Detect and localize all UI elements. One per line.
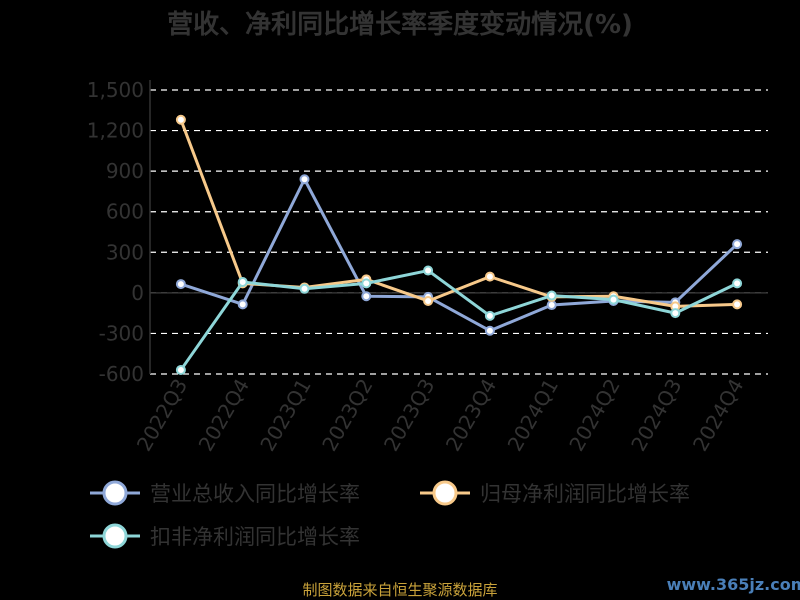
- data-point: [608, 294, 619, 305]
- legend-item[interactable]: 归母净利润同比增长率: [420, 480, 690, 506]
- x-tick-label: 2023Q3: [379, 374, 439, 455]
- series-line: [179, 119, 738, 308]
- y-tick-label: -300: [99, 321, 144, 345]
- y-tick-label: -600: [99, 362, 144, 386]
- x-tick-label: 2022Q3: [132, 375, 192, 456]
- footer-source: 制图数据来自恒生聚源数据库: [302, 581, 497, 599]
- x-tick-label: 2024Q4: [688, 375, 748, 456]
- data-point: [237, 299, 248, 310]
- legend-label: 扣非净利润同比增长率: [150, 525, 360, 549]
- data-point: [546, 300, 557, 311]
- legend-label: 归母净利润同比增长率: [480, 482, 690, 506]
- data-point: [175, 364, 186, 375]
- legend-item[interactable]: 营业总收入同比增长率: [90, 480, 360, 506]
- data-point: [361, 291, 372, 302]
- data-point: [484, 325, 495, 336]
- data-point: [175, 114, 186, 125]
- watermark: www.365jz.com: [667, 575, 800, 594]
- x-tick-label: 2024Q1: [503, 375, 563, 456]
- y-tick-label: 600: [106, 200, 144, 224]
- x-tick-label: 2023Q1: [255, 375, 315, 456]
- x-tick-label: 2024Q3: [626, 375, 686, 456]
- legend-marker: [102, 480, 128, 506]
- x-axis-ticks: 2022Q3 2022Q4 2023Q1 2023Q2 2023Q3 2023Q4 2024…: [132, 374, 749, 455]
- data-point: [237, 277, 248, 288]
- data-point: [484, 310, 495, 321]
- x-tick-label: 2022Q4: [194, 375, 254, 456]
- data-point: [546, 290, 557, 301]
- y-tick-label: 1,500: [87, 78, 144, 102]
- data-point: [361, 278, 372, 289]
- y-tick-label: 900: [106, 159, 144, 183]
- data-point: [299, 174, 310, 185]
- y-tick-label: 0: [131, 281, 144, 305]
- x-tick-label: 2023Q4: [441, 375, 501, 456]
- legend-item[interactable]: 扣非净利润同比增长率: [90, 523, 360, 549]
- y-tick-label: 1,200: [87, 119, 144, 143]
- x-tick-label: 2024Q2: [564, 375, 624, 456]
- legend-marker: [102, 523, 128, 549]
- legend-label: 营业总收入同比增长率: [150, 482, 360, 506]
- data-point: [670, 308, 681, 319]
- data-point: [423, 265, 434, 276]
- x-tick-label: 2023Q2: [317, 375, 377, 456]
- y-axis-ticks: 1,500 1,200 900 600 300 0 -300 -600: [87, 78, 144, 386]
- data-point: [175, 279, 186, 290]
- data-point: [299, 283, 310, 294]
- chart-title: 营收、净利同比增长率季度变动情况(%): [167, 9, 633, 40]
- data-point: [423, 295, 434, 306]
- data-point: [732, 239, 743, 250]
- data-point: [732, 278, 743, 289]
- legend-marker: [432, 480, 458, 506]
- series-line: [179, 269, 738, 371]
- grid: [149, 80, 768, 375]
- series-lines: [175, 114, 743, 375]
- y-tick-label: 300: [106, 240, 144, 264]
- data-point: [732, 299, 743, 310]
- data-point: [484, 271, 495, 282]
